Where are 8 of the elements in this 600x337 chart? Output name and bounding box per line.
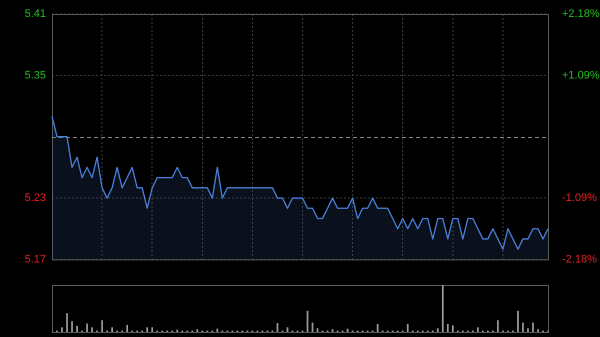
y2-tick-label: +1.09% xyxy=(562,69,600,82)
y2-tick-label: -2.18% xyxy=(562,253,598,266)
y2-tick-label: +2.18% xyxy=(562,8,600,20)
y-tick-label: 5.17 xyxy=(24,253,46,266)
y2-tick-label: -1.09% xyxy=(562,192,598,204)
y-tick-label: 5.23 xyxy=(24,192,46,204)
y-tick-label: 5.41 xyxy=(24,8,46,20)
y-tick-label: 5.35 xyxy=(24,69,46,82)
